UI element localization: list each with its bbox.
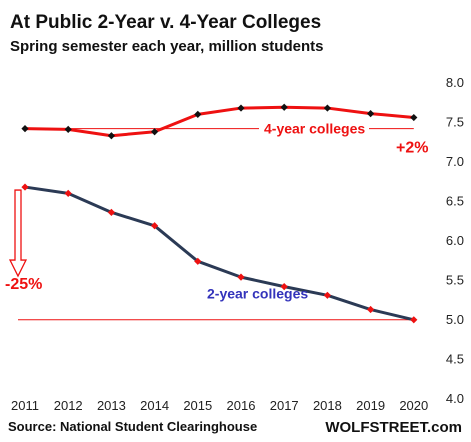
x-tick-label: 2014 bbox=[140, 398, 169, 413]
data-point bbox=[367, 110, 375, 118]
x-tick-label: 2015 bbox=[183, 398, 212, 413]
series-label-2-year: 2-year colleges bbox=[207, 285, 308, 301]
data-point bbox=[107, 132, 115, 140]
x-tick-label: 2016 bbox=[227, 398, 256, 413]
source-note: Source: National Student Clearinghouse bbox=[8, 419, 257, 434]
x-tick-label: 2011 bbox=[11, 398, 39, 413]
x-tick-label: 2018 bbox=[313, 398, 342, 413]
y-tick-label: 7.0 bbox=[446, 154, 464, 169]
data-point bbox=[280, 103, 288, 111]
data-point bbox=[237, 104, 245, 112]
y-tick-label: 7.5 bbox=[446, 115, 464, 130]
data-point bbox=[64, 189, 72, 197]
y-tick-label: 4.0 bbox=[446, 391, 464, 406]
x-axis: 2011 2012 2013 2014 2015 2016 2017 2018 2019 2020 bbox=[11, 398, 428, 413]
y-tick-label: 4.5 bbox=[446, 352, 464, 367]
data-point bbox=[194, 257, 202, 265]
data-point bbox=[21, 125, 29, 133]
y-tick-label: 6.0 bbox=[446, 233, 464, 248]
decline-arrow bbox=[8, 189, 28, 278]
change-label-4-year: +2% bbox=[396, 140, 428, 157]
change-label-2-year: -25% bbox=[5, 276, 42, 293]
data-point bbox=[367, 305, 375, 314]
data-point bbox=[64, 125, 72, 133]
series-label-4-year: 4-year colleges bbox=[264, 121, 365, 137]
brand-logo: WOLFSTREET.com bbox=[325, 419, 462, 436]
data-point bbox=[21, 183, 29, 191]
series-labels: 4-year colleges +2% 2-year colleges -25% bbox=[5, 119, 428, 301]
data-point bbox=[410, 316, 418, 324]
x-tick-label: 2017 bbox=[270, 398, 299, 413]
data-point bbox=[194, 110, 202, 118]
x-tick-label: 2013 bbox=[97, 398, 126, 413]
y-tick-label: 6.5 bbox=[446, 194, 464, 209]
x-tick-label: 2020 bbox=[399, 398, 428, 413]
series-line-2-year bbox=[24, 185, 415, 322]
label-background bbox=[259, 119, 369, 136]
series-line-4-year bbox=[24, 105, 414, 138]
y-tick-label: 5.5 bbox=[446, 273, 464, 288]
data-point bbox=[410, 113, 418, 122]
data-point bbox=[107, 208, 115, 216]
y-tick-label: 8.0 bbox=[446, 75, 464, 90]
series-layer bbox=[21, 103, 418, 324]
y-axis: 4.0 4.5 5.0 5.5 6.0 6.5 7.0 7.5 8.0 bbox=[446, 75, 464, 406]
data-point bbox=[280, 283, 288, 291]
x-tick-label: 2019 bbox=[356, 398, 385, 413]
data-point bbox=[237, 273, 245, 281]
y-tick-label: 5.0 bbox=[446, 312, 464, 327]
data-point bbox=[323, 104, 331, 112]
chart-title: At Public 2-Year v. 4-Year Colleges bbox=[10, 12, 321, 33]
data-point bbox=[323, 291, 331, 299]
chart-subtitle: Spring semester each year, million stude… bbox=[10, 38, 323, 55]
x-tick-label: 2012 bbox=[54, 398, 83, 413]
data-point bbox=[151, 128, 159, 136]
data-point bbox=[151, 222, 159, 230]
